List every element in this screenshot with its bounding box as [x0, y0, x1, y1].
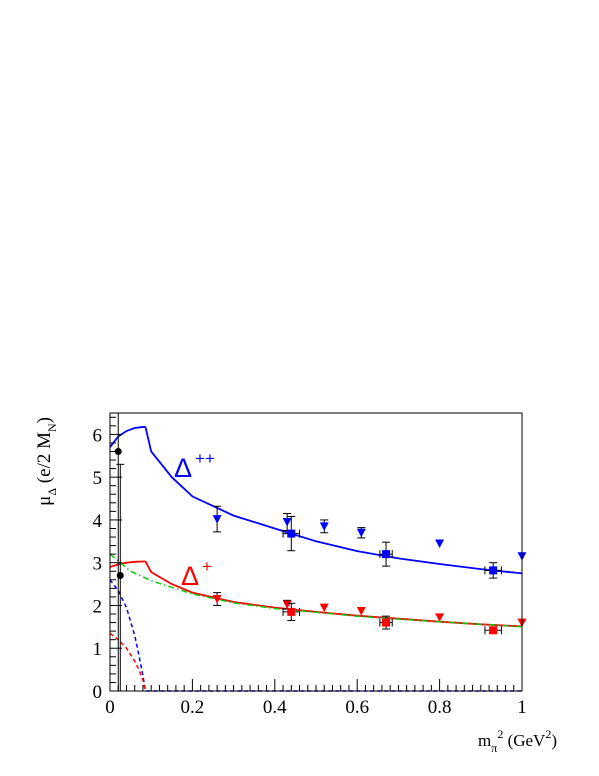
x-axis-title: mπ2 (GeV2): [478, 727, 557, 755]
axes: 0 0.2 0.4 0.6 0.8 1 0 1 2 3 4 5 6: [93, 416, 527, 718]
data-point-triangle: [282, 600, 292, 610]
series-labels: Δ ++ Δ +: [174, 449, 215, 591]
y-tick-label: 3: [93, 554, 103, 575]
data-point-square: [382, 618, 391, 627]
y-tick-label: 4: [93, 511, 103, 532]
data-point-square: [287, 529, 296, 538]
y-tick-label: 0: [93, 682, 103, 703]
x-tick-label: 1: [517, 697, 527, 718]
data-point-triangle: [356, 607, 366, 616]
plot-area: [109, 412, 527, 692]
dashed-curve: [109, 579, 522, 692]
data-point-triangle: [282, 518, 292, 527]
y-tick-label: 1: [93, 639, 103, 660]
y-tick-label: 2: [93, 596, 103, 617]
data-point-triangle: [319, 603, 329, 613]
data-point-triangle: [435, 613, 445, 622]
curve: [109, 425, 146, 448]
data-point-circle: [114, 447, 122, 455]
y-tick-label: 5: [93, 468, 103, 489]
x-tick-label: 0: [105, 697, 115, 718]
data-point-square: [382, 550, 391, 559]
x-tick-label: 0.6: [345, 697, 369, 718]
data-point-triangle: [319, 522, 329, 531]
data-point-square: [489, 566, 498, 575]
dashdot-curve: [109, 553, 523, 628]
data-point-triangle: [212, 515, 222, 524]
series-label: Δ ++: [174, 449, 215, 483]
curve: [144, 426, 523, 575]
data-point-triangle: [356, 528, 366, 538]
data-point-square: [489, 626, 498, 635]
series-label: Δ +: [181, 557, 212, 591]
y-axis-title: μΔ (e/2 MN): [34, 417, 59, 506]
plot-frame: [109, 412, 523, 692]
data-point-circle: [116, 572, 124, 580]
curve: [109, 560, 146, 568]
data-point-triangle: [435, 539, 445, 548]
curve: [144, 560, 523, 628]
x-tick-label: 0.4: [263, 697, 287, 718]
x-tick-label: 0.2: [181, 697, 205, 718]
data-point-triangle: [212, 595, 222, 604]
data-point-square: [287, 607, 296, 616]
x-tick-label: 0.8: [428, 697, 452, 718]
y-tick-label: 6: [93, 425, 103, 446]
